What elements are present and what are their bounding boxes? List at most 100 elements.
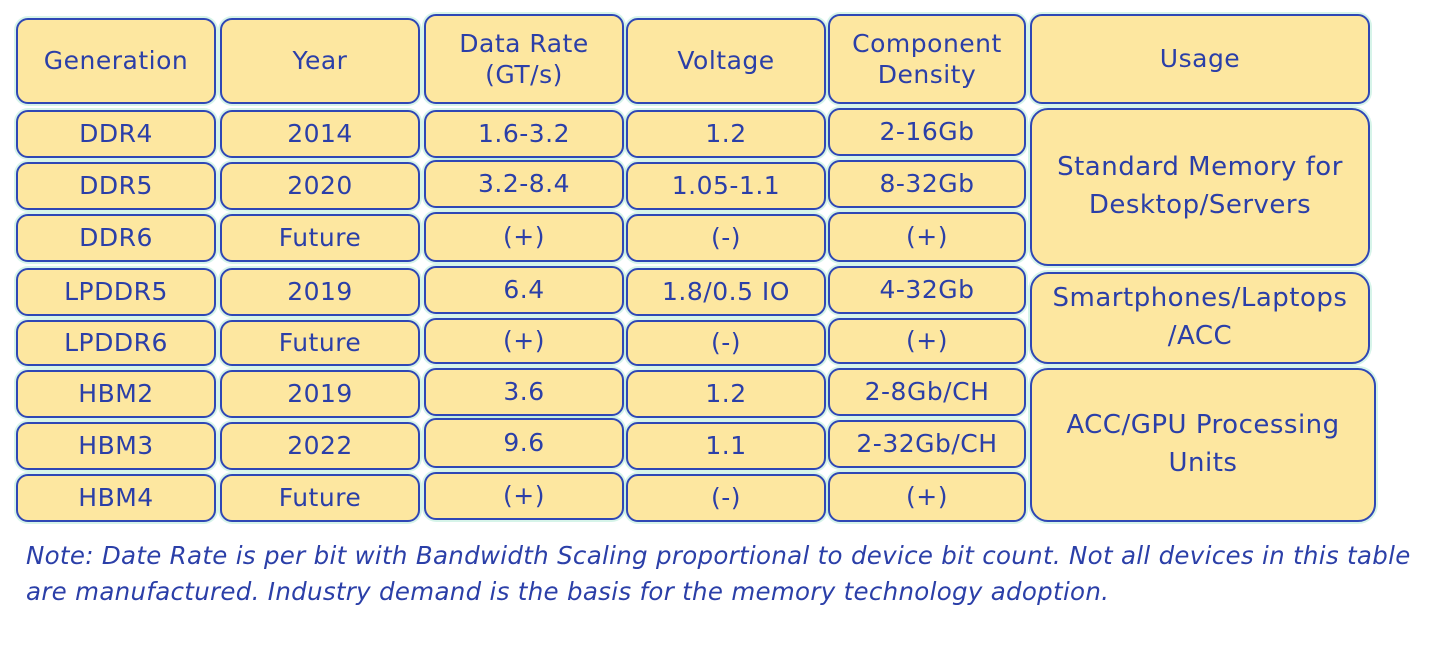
table-row-ddr5-data-rate: 3.2-8.4 [424, 160, 624, 208]
table-row-hbm3-year: 2022 [220, 422, 420, 470]
table-row-ddr5-generation: DDR5 [16, 162, 216, 210]
header-usage-label: Usage [1159, 44, 1241, 74]
cell-text: 3.2-8.4 [477, 169, 571, 199]
table-row-ddr5-voltage: 1.05-1.1 [626, 162, 826, 210]
usage-standard-line1: Standard Memory for [1057, 152, 1343, 183]
usage-smartphones-line2: /ACC [1167, 321, 1233, 351]
cell-text: (+) [503, 326, 545, 356]
table-row-hbm4-year: Future [220, 474, 420, 522]
cell-text: (-) [710, 328, 742, 358]
cell-text: 4-32Gb [879, 275, 975, 305]
cell-text: 2022 [287, 431, 353, 461]
table-row-hbm2-data-rate: 3.6 [424, 368, 624, 416]
cell-text: HBM2 [78, 379, 154, 409]
table-row-hbm3-data-rate: 9.6 [424, 418, 624, 468]
cell-text: 2014 [287, 119, 353, 149]
table-row-ddr4-data-rate: 1.6-3.2 [424, 110, 624, 158]
cell-text: DDR4 [79, 119, 153, 149]
header-generation-label: Generation [43, 46, 189, 76]
table-row-lpddr5-generation: LPDDR5 [16, 268, 216, 316]
cell-text: (+) [906, 482, 948, 512]
table-row-lpddr5-data-rate: 6.4 [424, 266, 624, 314]
cell-text: 1.1 [705, 431, 747, 461]
cell-text: DDR6 [79, 223, 153, 253]
cell-text: 6.4 [503, 275, 545, 305]
cell-text: 1.6-3.2 [477, 119, 571, 149]
cell-text: 1.8/0.5 IO [662, 277, 790, 307]
cell-text: (-) [710, 483, 742, 513]
header-usage: Usage [1030, 14, 1370, 104]
header-density-line2: Density [877, 60, 977, 89]
cell-text: 2-16Gb [879, 117, 975, 147]
cell-text: DDR5 [79, 171, 153, 201]
header-data-rate: Data Rate (GT/s) [424, 14, 624, 104]
cell-text: (-) [710, 223, 742, 253]
table-row-hbm2-density: 2-8Gb/CH [828, 368, 1026, 416]
table-row-ddr6-generation: DDR6 [16, 214, 216, 262]
header-voltage: Voltage [626, 18, 826, 104]
header-generation: Generation [16, 18, 216, 104]
table-row-hbm4-voltage: (-) [626, 474, 826, 522]
table-row-ddr6-year: Future [220, 214, 420, 262]
table-row-lpddr6-data-rate: (+) [424, 318, 624, 364]
cell-text: 1.05-1.1 [671, 171, 781, 201]
cell-text: (+) [503, 222, 545, 252]
cell-text: 3.6 [503, 377, 545, 407]
table-row-ddr6-voltage: (-) [626, 214, 826, 262]
cell-text: 2-32Gb/CH [856, 429, 998, 459]
table-row-ddr4-year: 2014 [220, 110, 420, 158]
cell-text: LPDDR5 [64, 277, 168, 307]
cell-text: (+) [906, 222, 948, 252]
usage-smartphones-line1: Smartphones/Laptops [1052, 283, 1348, 314]
header-density-line1: Component [852, 28, 1002, 58]
cell-text: 2019 [287, 379, 353, 409]
table-row-ddr5-year: 2020 [220, 162, 420, 210]
table-row-ddr4-density: 2-16Gb [828, 108, 1026, 156]
header-component-density: Component Density [828, 14, 1026, 104]
cell-text: 1.2 [705, 379, 747, 409]
table-row-ddr6-density: (+) [828, 212, 1026, 262]
table-row-lpddr6-density: (+) [828, 318, 1026, 364]
table-row-lpddr5-density: 4-32Gb [828, 266, 1026, 314]
table-row-hbm2-voltage: 1.2 [626, 370, 826, 418]
cell-text: (+) [503, 481, 545, 511]
table-row-ddr5-density: 8-32Gb [828, 160, 1026, 208]
cell-text: 2020 [287, 171, 353, 201]
table-row-hbm2-year: 2019 [220, 370, 420, 418]
header-year: Year [220, 18, 420, 104]
usage-group-acc-gpu: ACC/GPU Processing Units [1030, 368, 1376, 522]
table-row-hbm4-data-rate: (+) [424, 472, 624, 520]
cell-text: HBM4 [78, 483, 154, 513]
cell-text: Future [278, 328, 362, 358]
usage-group-smartphones: Smartphones/Laptops /ACC [1030, 272, 1370, 364]
table-row-ddr4-voltage: 1.2 [626, 110, 826, 158]
header-year-label: Year [292, 46, 348, 76]
cell-text: HBM3 [78, 431, 154, 461]
header-data-rate-line2: (GT/s) [485, 60, 563, 89]
table-row-hbm3-density: 2-32Gb/CH [828, 420, 1026, 468]
usage-standard-line2: Desktop/Servers [1088, 190, 1312, 220]
header-voltage-label: Voltage [677, 46, 775, 76]
usage-acc-gpu-line2: Units [1168, 448, 1238, 478]
cell-text: 1.2 [705, 119, 747, 149]
table-row-lpddr6-generation: LPDDR6 [16, 320, 216, 366]
cell-text: 2-8Gb/CH [864, 377, 990, 407]
table-row-ddr6-data-rate: (+) [424, 212, 624, 262]
cell-text: LPDDR6 [64, 328, 168, 358]
table-footnote: Note: Date Rate is per bit with Bandwidt… [26, 541, 1411, 606]
cell-text: 2019 [287, 277, 353, 307]
usage-acc-gpu-line1: ACC/GPU Processing [1066, 410, 1340, 441]
cell-text: Future [278, 223, 362, 253]
table-row-lpddr6-year: Future [220, 320, 420, 366]
table-row-ddr4-generation: DDR4 [16, 110, 216, 158]
cell-text: 9.6 [503, 428, 545, 458]
table-row-hbm3-generation: HBM3 [16, 422, 216, 470]
usage-group-standard-memory: Standard Memory for Desktop/Servers [1030, 108, 1370, 266]
table-row-hbm2-generation: HBM2 [16, 370, 216, 418]
table-row-hbm4-density: (+) [828, 472, 1026, 522]
cell-text: Future [278, 483, 362, 513]
table-row-lpddr6-voltage: (-) [626, 320, 826, 366]
cell-text: (+) [906, 326, 948, 356]
table-row-lpddr5-year: 2019 [220, 268, 420, 316]
cell-text: 8-32Gb [879, 169, 975, 199]
